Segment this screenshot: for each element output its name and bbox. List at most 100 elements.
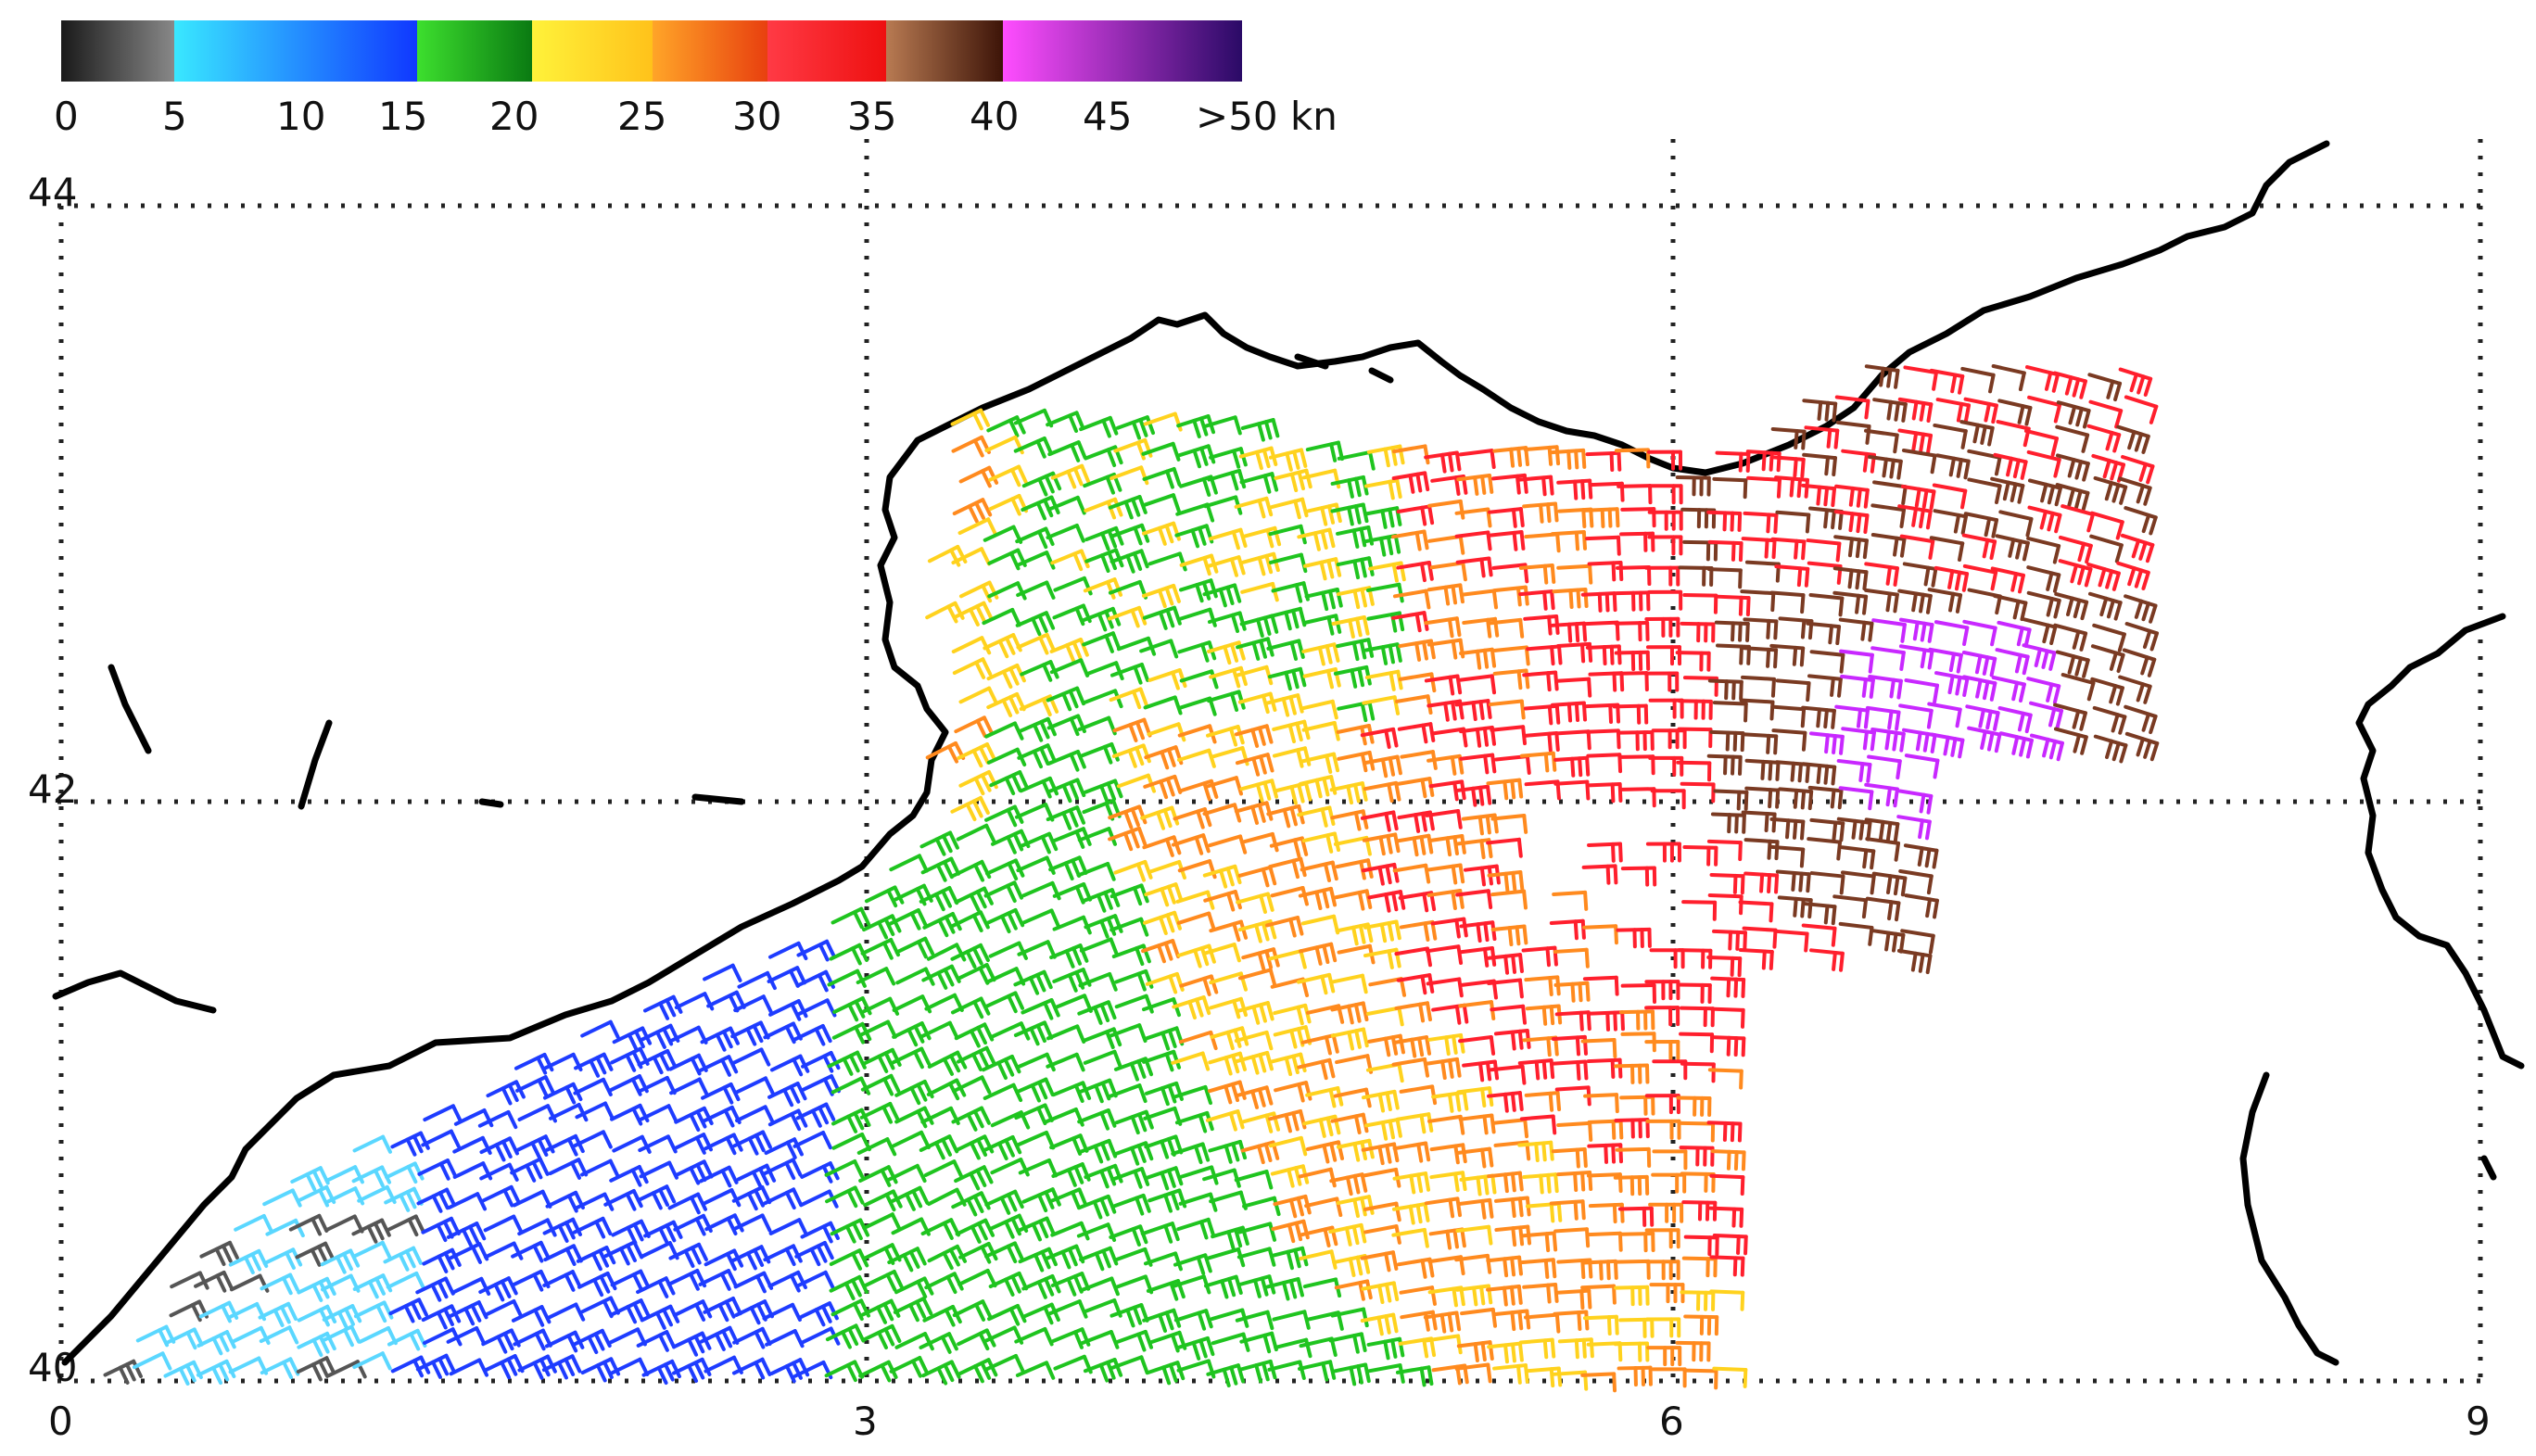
wind-barb <box>446 1326 487 1346</box>
wind-barb <box>857 1019 897 1039</box>
wind-barb <box>1487 1341 1524 1364</box>
wind-barb <box>1809 731 1845 755</box>
wind-barb <box>1715 450 1751 473</box>
wind-barb <box>1493 645 1530 666</box>
wind-barb <box>1047 440 1087 462</box>
wind-barb <box>1614 650 1651 672</box>
wind-barb <box>1424 616 1462 639</box>
wind-barb <box>2118 476 2152 506</box>
wind-barb <box>1302 1114 1341 1138</box>
wind-barb <box>1014 1103 1054 1126</box>
wind-barb <box>1142 1308 1182 1333</box>
wind-barb <box>610 1269 651 1292</box>
wind-barb <box>1902 728 1937 753</box>
wind-barb <box>1553 981 1591 1003</box>
wind-barb <box>1778 616 1814 640</box>
wind-barb <box>1363 506 1402 529</box>
wind-barb <box>1898 644 1934 670</box>
wind-barb <box>957 1268 997 1288</box>
wind-barb <box>1488 699 1526 720</box>
colorbar-tick-15: 15 <box>378 94 427 139</box>
wind-barb <box>2090 677 2124 706</box>
wind-barb <box>228 1248 269 1274</box>
wind-barb <box>170 1271 209 1290</box>
wind-barb <box>1872 480 1908 506</box>
wind-barb <box>1871 618 1907 643</box>
wind-barb <box>259 1325 299 1345</box>
wind-barb <box>1872 398 1908 423</box>
wind-barb <box>1459 725 1497 748</box>
wind-barb <box>421 1129 461 1148</box>
wind-barb <box>700 1026 740 1052</box>
wind-barb <box>1173 1253 1212 1275</box>
wind-barb <box>1113 859 1153 882</box>
wind-barb <box>1556 641 1593 664</box>
wind-barb <box>1678 565 1714 587</box>
wind-barb <box>862 914 902 940</box>
wind-barb <box>1967 588 2002 615</box>
wind-barb <box>1175 1336 1215 1361</box>
wind-barb <box>1675 651 1711 672</box>
wind-barb <box>1709 1289 1745 1311</box>
wind-barb <box>1706 753 1743 776</box>
wind-barb <box>1675 1340 1711 1362</box>
wind-barb <box>2122 648 2157 677</box>
wind-barb <box>921 964 961 990</box>
wind-barb <box>1236 892 1274 914</box>
wind-barb <box>795 1102 836 1128</box>
wind-barb <box>1079 415 1119 438</box>
wind-barb <box>260 1272 299 1296</box>
wind-barb <box>1769 455 1806 478</box>
wind-barb <box>1110 549 1149 574</box>
wind-barb <box>1080 741 1120 765</box>
wind-barb <box>1110 662 1150 685</box>
wind-barb <box>573 1077 613 1096</box>
wind-barb <box>1993 594 2028 622</box>
wind-barb <box>924 993 964 1012</box>
wind-barb <box>922 912 962 938</box>
wind-barb <box>1839 649 1874 674</box>
wind-barb <box>1456 473 1494 496</box>
wind-barb <box>732 1130 772 1156</box>
wind-barb <box>672 1357 712 1383</box>
wind-barb <box>988 941 1028 960</box>
wind-barb <box>1712 476 1748 500</box>
wind-barb <box>324 1165 364 1184</box>
wind-barb <box>234 1213 273 1234</box>
wind-barb <box>1203 415 1242 436</box>
wind-barb <box>1425 944 1464 966</box>
wind-barb <box>1239 779 1279 803</box>
wind-barb <box>1335 1054 1374 1074</box>
wind-barb <box>982 607 1021 627</box>
wind-barb <box>1774 564 1810 588</box>
wind-barb <box>1364 1118 1402 1141</box>
wind-barb <box>1332 1362 1371 1386</box>
wind-barb <box>1868 674 1903 700</box>
wind-barb <box>1801 762 1837 786</box>
wind-barb <box>265 1218 305 1238</box>
wind-barb <box>1522 1172 1559 1195</box>
wind-barb <box>730 1245 771 1271</box>
wind-barb <box>1265 916 1304 938</box>
colorbar-tick-50plus: >50 kn <box>1196 94 1338 139</box>
wind-barb <box>483 1298 524 1319</box>
wind-barb <box>889 1185 930 1211</box>
wind-barb <box>1864 364 1900 389</box>
wind-barb <box>1207 468 1247 491</box>
wind-barb <box>1962 619 1997 647</box>
wind-barb <box>353 1300 394 1323</box>
wind-barb <box>1111 743 1151 768</box>
colorbar-segment-40-50 <box>1003 20 1242 82</box>
wind-barb <box>1587 1119 1624 1140</box>
wind-barb <box>1051 1162 1091 1187</box>
wind-barb <box>1899 534 1935 560</box>
wind-barb <box>1108 605 1148 628</box>
wind-barb <box>1681 1256 1718 1278</box>
wind-barb <box>1525 1004 1563 1026</box>
wind-barb <box>295 1241 335 1267</box>
wind-barb <box>194 1270 234 1293</box>
wind-barb <box>1801 901 1837 926</box>
wind-barb <box>643 994 683 1020</box>
coastline-spain-france <box>61 140 2330 1366</box>
colorbar-tick-labels: 0 5 10 15 20 25 30 35 40 45 >50 kn <box>54 94 1338 139</box>
